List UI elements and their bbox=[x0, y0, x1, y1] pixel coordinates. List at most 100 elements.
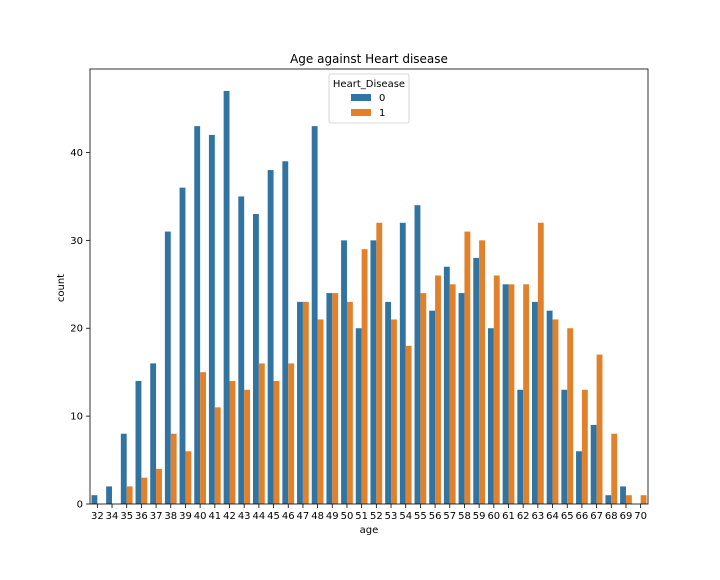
x-tick-label: 67 bbox=[590, 511, 603, 522]
bar-42-series-0 bbox=[223, 90, 230, 504]
bar-37-series-1 bbox=[156, 468, 162, 504]
bar-55-series-1 bbox=[420, 293, 427, 504]
bar-35-series-0 bbox=[120, 433, 127, 504]
bar-53-series-0 bbox=[385, 301, 392, 504]
bar-66-series-0 bbox=[576, 451, 582, 504]
legend-label-1: 1 bbox=[379, 108, 385, 119]
bar-59-series-1 bbox=[479, 240, 485, 505]
x-tick-label: 57 bbox=[443, 511, 456, 522]
x-tick-label: 70 bbox=[634, 511, 647, 522]
x-tick-label: 62 bbox=[517, 511, 530, 522]
x-tick-label: 39 bbox=[179, 511, 192, 522]
bar-68-series-0 bbox=[605, 495, 612, 504]
y-tick-label: 30 bbox=[70, 236, 83, 247]
y-axis-title: count bbox=[56, 274, 67, 302]
bar-36-series-1 bbox=[141, 477, 148, 504]
bar-67-series-1 bbox=[596, 354, 603, 504]
bar-34-series-0 bbox=[106, 486, 113, 504]
bar-61-series-1 bbox=[508, 284, 515, 504]
legend-label-0: 0 bbox=[379, 93, 385, 104]
bar-69-series-1 bbox=[625, 495, 632, 504]
bar-60-series-0 bbox=[487, 328, 494, 504]
bar-58-series-0 bbox=[458, 293, 465, 504]
x-tick-label: 54 bbox=[399, 511, 412, 522]
bar-36-series-0 bbox=[135, 380, 142, 504]
bar-61-series-0 bbox=[502, 284, 509, 504]
x-tick-label: 34 bbox=[106, 511, 119, 522]
bar-48-series-1 bbox=[317, 319, 324, 504]
x-tick-label: 42 bbox=[223, 511, 236, 522]
bar-49-series-0 bbox=[326, 293, 333, 504]
x-tick-label: 40 bbox=[194, 511, 207, 522]
x-tick-label: 48 bbox=[311, 511, 324, 522]
x-tick-label: 52 bbox=[370, 511, 383, 522]
x-tick-label: 38 bbox=[164, 511, 177, 522]
bar-38-series-0 bbox=[164, 231, 171, 504]
x-tick-label: 46 bbox=[282, 511, 295, 522]
x-tick-label: 59 bbox=[473, 511, 486, 522]
x-tick-label: 56 bbox=[429, 511, 442, 522]
bar-64-series-1 bbox=[552, 319, 559, 504]
bar-43-series-0 bbox=[238, 196, 245, 505]
bar-41-series-0 bbox=[208, 134, 215, 504]
bar-62-series-0 bbox=[517, 389, 524, 504]
bar-57-series-1 bbox=[449, 284, 456, 504]
x-tick-label: 65 bbox=[561, 511, 574, 522]
bar-46-series-1 bbox=[288, 363, 295, 504]
bar-59-series-0 bbox=[473, 257, 480, 504]
x-axis-title: age bbox=[360, 525, 379, 536]
x-axis: 32 34 35 36 37 38 39 40 41 42 43 44 45 46 47 48 49 50 51 52… bbox=[91, 504, 647, 522]
bar-62-series-1 bbox=[523, 284, 530, 504]
bar-63-series-1 bbox=[537, 222, 544, 505]
x-tick-label: 32 bbox=[91, 511, 104, 522]
y-tick-label: 20 bbox=[70, 324, 83, 335]
bar-46-series-0 bbox=[282, 161, 289, 504]
x-tick-label: 36 bbox=[135, 511, 148, 522]
x-tick-label: 37 bbox=[150, 511, 163, 522]
bar-45-series-1 bbox=[273, 380, 280, 504]
x-tick-label: 53 bbox=[385, 511, 398, 522]
bar-54-series-1 bbox=[405, 345, 412, 504]
chart-title: Age against Heart disease bbox=[290, 52, 448, 66]
legend: Heart_Disease 0 1 bbox=[328, 73, 410, 124]
bar-58-series-1 bbox=[464, 231, 471, 504]
bar-65-series-0 bbox=[561, 389, 568, 504]
x-tick-label: 41 bbox=[208, 511, 221, 522]
bar-60-series-1 bbox=[493, 275, 500, 504]
bar-32-series-0 bbox=[91, 495, 98, 504]
bar-67-series-0 bbox=[590, 424, 597, 504]
bars-group bbox=[91, 90, 647, 505]
bar-41-series-1 bbox=[214, 407, 221, 504]
x-tick-label: 47 bbox=[297, 511, 310, 522]
legend-swatch-1 bbox=[351, 109, 371, 116]
bar-49-series-1 bbox=[332, 293, 339, 504]
bar-38-series-1 bbox=[170, 433, 177, 504]
bar-43-series-1 bbox=[244, 389, 251, 504]
x-tick-label: 35 bbox=[120, 511, 133, 522]
bar-52-series-1 bbox=[376, 222, 383, 505]
bar-51-series-0 bbox=[355, 328, 362, 504]
x-tick-label: 45 bbox=[267, 511, 280, 522]
bar-44-series-1 bbox=[258, 363, 265, 504]
bar-48-series-0 bbox=[311, 126, 318, 505]
bar-42-series-1 bbox=[229, 380, 236, 504]
bar-69-series-0 bbox=[620, 486, 626, 504]
x-tick-label: 55 bbox=[414, 511, 427, 522]
bar-50-series-1 bbox=[346, 301, 353, 504]
bar-39-series-0 bbox=[179, 187, 186, 504]
bar-47-series-1 bbox=[302, 301, 309, 504]
x-tick-label: 60 bbox=[487, 511, 500, 522]
bar-40-series-0 bbox=[194, 126, 201, 505]
x-tick-label: 50 bbox=[341, 511, 354, 522]
x-tick-label: 64 bbox=[546, 511, 559, 522]
x-tick-label: 69 bbox=[620, 511, 633, 522]
plot-frame bbox=[89, 68, 649, 505]
x-tick-label: 63 bbox=[532, 511, 545, 522]
bar-68-series-1 bbox=[611, 433, 618, 504]
x-tick-label: 68 bbox=[605, 511, 618, 522]
bar-35-series-1 bbox=[126, 486, 133, 504]
x-tick-label: 58 bbox=[458, 511, 471, 522]
x-tick-label: 49 bbox=[326, 511, 339, 522]
